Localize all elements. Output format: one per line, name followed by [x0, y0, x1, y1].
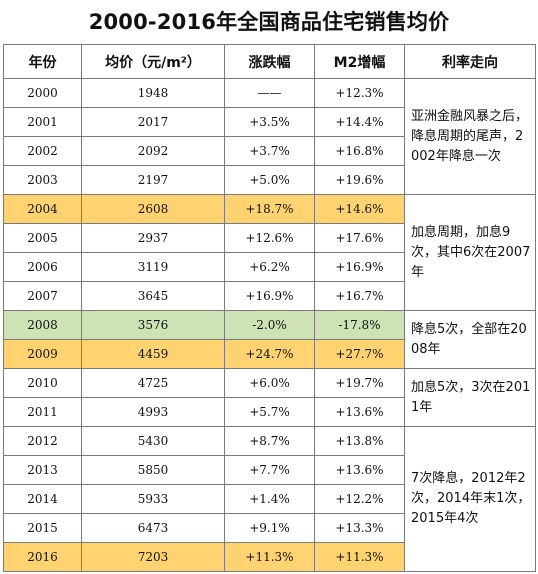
table-row: 2004 2608 +18.7% +14.6% 加息周期，加息9次，其中6次在2…	[3, 194, 536, 311]
price-cell: 2608	[81, 194, 225, 224]
year-cell: 2013	[3, 455, 82, 485]
table-row: 2010 4725 +6.0% +19.7% 加息5次，3次在2011年	[3, 368, 536, 427]
price-cell: 3576	[81, 310, 225, 340]
change-cell: +6.0%	[224, 368, 315, 398]
m2-cell: -17.8%	[314, 310, 405, 340]
change-cell: +11.3%	[224, 542, 315, 572]
m2-cell: +16.7%	[314, 281, 405, 311]
year-cell: 2015	[3, 513, 82, 543]
table-row: 2003 2197 +5.0% +19.6%	[3, 165, 536, 195]
m2-cell: +19.7%	[314, 368, 405, 398]
price-cell: 5850	[81, 455, 225, 485]
table-row: 2006 3119 +6.2% +16.9%	[3, 252, 536, 282]
m2-cell: +12.2%	[314, 484, 405, 514]
table-title: 2000-2016年全国商品住宅销售均价	[88, 10, 450, 34]
m2-cell: +17.6%	[314, 223, 405, 253]
year-cell: 2012	[3, 426, 82, 456]
year-cell: 2005	[3, 223, 82, 253]
price-cell: 3119	[81, 252, 225, 282]
change-cell: +16.9%	[224, 281, 315, 311]
m2-cell: +12.3%	[314, 78, 405, 108]
change-cell: +12.6%	[224, 223, 315, 253]
header-change: 涨跌幅	[224, 44, 315, 79]
table-row: 2016 7203 +11.3% +11.3%	[3, 542, 536, 572]
table-row: 2011 4993 +5.7% +13.6%	[3, 397, 536, 427]
change-cell: -2.0%	[224, 310, 315, 340]
table-row: 2002 2092 +3.7% +16.8%	[3, 136, 536, 166]
table-row: 2001 2017 +3.5% +14.4%	[3, 107, 536, 137]
price-cell: 2937	[81, 223, 225, 253]
price-table: 年份 均价（元/m²） 涨跌幅 M2增幅 利率走向 2000 1948 —— +…	[3, 44, 536, 572]
table-row: 2005 2937 +12.6% +17.6%	[3, 223, 536, 253]
change-cell: +3.5%	[224, 107, 315, 137]
price-cell: 2092	[81, 136, 225, 166]
table-row: 2009 4459 +24.7% +27.7%	[3, 339, 536, 369]
change-cell: +8.7%	[224, 426, 315, 456]
m2-cell: +27.7%	[314, 339, 405, 369]
m2-cell: +13.6%	[314, 455, 405, 485]
year-cell: 2009	[3, 339, 82, 369]
change-cell: +18.7%	[224, 194, 315, 224]
table-row: 2012 5430 +8.7% +13.8% 7次降息，2012年2次，2014…	[3, 426, 536, 572]
m2-cell: +13.8%	[314, 426, 405, 456]
change-cell: +24.7%	[224, 339, 315, 369]
rate-note-cell: 亚洲金融风暴之后，降息周期的尾声，2002年降息一次	[404, 78, 536, 195]
year-cell: 2016	[3, 542, 82, 572]
rate-note-cell: 7次降息，2012年2次，2014年末1次，2015年4次	[404, 426, 536, 572]
m2-cell: +13.6%	[314, 397, 405, 427]
rate-note-cell: 降息5次，全部在2008年	[404, 310, 536, 369]
m2-cell: +16.9%	[314, 252, 405, 282]
price-cell: 7203	[81, 542, 225, 572]
change-cell: +7.7%	[224, 455, 315, 485]
price-cell: 4725	[81, 368, 225, 398]
m2-cell: +16.8%	[314, 136, 405, 166]
year-cell: 2003	[3, 165, 82, 195]
year-cell: 2014	[3, 484, 82, 514]
year-cell: 2000	[3, 78, 82, 108]
header-year: 年份	[3, 44, 82, 79]
header-m2: M2增幅	[314, 44, 405, 79]
year-cell: 2011	[3, 397, 82, 427]
table-row: 2000 1948 —— +12.3% 亚洲金融风暴之后，降息周期的尾声，200…	[3, 78, 536, 195]
change-cell: +6.2%	[224, 252, 315, 282]
m2-cell: +11.3%	[314, 542, 405, 572]
year-cell: 2002	[3, 136, 82, 166]
header-rate: 利率走向	[404, 44, 536, 79]
header-row: 年份 均价（元/m²） 涨跌幅 M2增幅 利率走向	[3, 44, 536, 79]
year-cell: 2004	[3, 194, 82, 224]
year-cell: 2008	[3, 310, 82, 340]
rate-note-cell: 加息5次，3次在2011年	[404, 368, 536, 427]
table-row: 2015 6473 +9.1% +13.3%	[3, 513, 536, 543]
rate-note-cell: 加息周期，加息9次，其中6次在2007年	[404, 194, 536, 311]
change-cell: +1.4%	[224, 484, 315, 514]
year-cell: 2010	[3, 368, 82, 398]
table-row: 2007 3645 +16.9% +16.7%	[3, 281, 536, 311]
m2-cell: +13.3%	[314, 513, 405, 543]
price-cell: 4459	[81, 339, 225, 369]
m2-cell: +19.6%	[314, 165, 405, 195]
price-cell: 5430	[81, 426, 225, 456]
price-cell: 4993	[81, 397, 225, 427]
change-cell: +3.7%	[224, 136, 315, 166]
price-cell: 3645	[81, 281, 225, 311]
year-cell: 2006	[3, 252, 82, 282]
m2-cell: +14.6%	[314, 194, 405, 224]
change-cell: ——	[224, 78, 315, 108]
price-cell: 2017	[81, 107, 225, 137]
price-cell: 5933	[81, 484, 225, 514]
year-cell: 2007	[3, 281, 82, 311]
change-cell: +5.0%	[224, 165, 315, 195]
year-cell: 2001	[3, 107, 82, 137]
price-cell: 1948	[81, 78, 225, 108]
change-cell: +9.1%	[224, 513, 315, 543]
price-cell: 6473	[81, 513, 225, 543]
header-price: 均价（元/m²）	[81, 44, 225, 79]
price-cell: 2197	[81, 165, 225, 195]
table-row: 2008 3576 -2.0% -17.8% 降息5次，全部在2008年	[3, 310, 536, 369]
change-cell: +5.7%	[224, 397, 315, 427]
m2-cell: +14.4%	[314, 107, 405, 137]
